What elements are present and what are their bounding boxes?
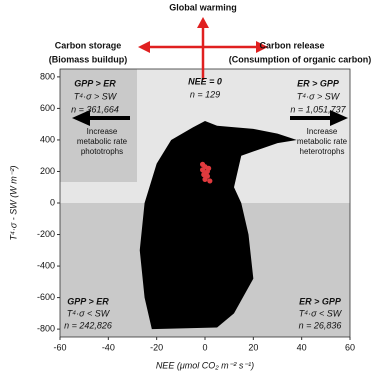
x-tick-label: 20 xyxy=(248,342,258,352)
annotation: Carbon release xyxy=(259,40,324,50)
arrow-head xyxy=(256,41,268,53)
arrow-label: metabolic rate xyxy=(77,137,128,146)
quadrant-label: T⁴·σ > SW xyxy=(297,91,341,101)
x-tick-label: -20 xyxy=(150,342,163,352)
point xyxy=(199,161,206,167)
point xyxy=(202,176,208,182)
arrow xyxy=(88,116,130,120)
quadrant-label: n = 26,836 xyxy=(299,320,342,330)
arrow-label: heterotrophs xyxy=(300,147,345,156)
quadrant-label: T⁴·σ < SW xyxy=(67,308,111,318)
plot xyxy=(139,121,297,330)
arrow-label: Increase xyxy=(87,127,118,136)
quadrant-label: GPP > ER xyxy=(74,78,116,88)
x-axis-label: NEE (μmol CO₂ m⁻² s⁻¹) xyxy=(156,360,254,370)
x-tick-label: -60 xyxy=(53,342,66,352)
quadrant-label: ER > GPP xyxy=(299,296,342,306)
quadrant-label: GPP > ER xyxy=(67,296,109,306)
point-cloud xyxy=(139,121,297,330)
y-tick-label: -600 xyxy=(37,292,55,302)
upper-left-region xyxy=(60,69,137,182)
quadrant-label: n = 361,664 xyxy=(71,104,119,114)
arrow-head xyxy=(138,41,150,53)
annotation: (Biomass buildup) xyxy=(49,54,128,64)
y-tick-label: 600 xyxy=(40,103,55,113)
quadrant-label: n = 242,826 xyxy=(64,320,112,330)
quadrant-label: T⁴·σ < SW xyxy=(299,308,343,318)
annotations: Global warming Carbon storage (Biomass b… xyxy=(49,2,372,330)
y-tick-label: -200 xyxy=(37,229,55,239)
point xyxy=(203,170,209,176)
y-tick-label: -400 xyxy=(37,260,55,270)
red-cross xyxy=(138,17,268,80)
y-tick-label: 800 xyxy=(40,71,55,81)
background xyxy=(60,69,350,337)
arrow-label: phototrophs xyxy=(81,147,123,156)
annotation: Global warming xyxy=(169,2,237,12)
annotation: Carbon storage xyxy=(55,40,122,50)
quadrant-label: ER > GPP xyxy=(297,78,340,88)
arrow xyxy=(290,116,332,120)
y-axis-label: T⁴·σ - SW (W m⁻²) xyxy=(8,165,18,240)
arrow-head xyxy=(197,17,209,28)
x-tick-label: 60 xyxy=(345,342,355,352)
y-tick-label: 0 xyxy=(50,197,55,207)
y-tick-label: 400 xyxy=(40,134,55,144)
annotation: (Consumption of organic carbon) xyxy=(229,54,372,64)
quadrant-label: T⁴·σ > SW xyxy=(74,91,118,101)
arrow-label: metabolic rate xyxy=(297,137,348,146)
arrow-head xyxy=(330,110,348,126)
point xyxy=(207,178,213,184)
x-tick-label: -40 xyxy=(102,342,115,352)
x-tick-label: 0 xyxy=(202,342,207,352)
arrow-head xyxy=(72,110,90,126)
y-tick-label: 200 xyxy=(40,166,55,176)
y-tick-label: -800 xyxy=(37,323,55,333)
point xyxy=(206,165,212,171)
black-arrows xyxy=(72,110,348,126)
x-tick-label: 40 xyxy=(297,342,307,352)
quadrant-label: NEE = 0 xyxy=(188,76,222,86)
arrow-label: Increase xyxy=(307,127,338,136)
quadrant-label: n = 129 xyxy=(190,89,220,99)
quadrant-label: n = 1,051,737 xyxy=(290,104,346,114)
